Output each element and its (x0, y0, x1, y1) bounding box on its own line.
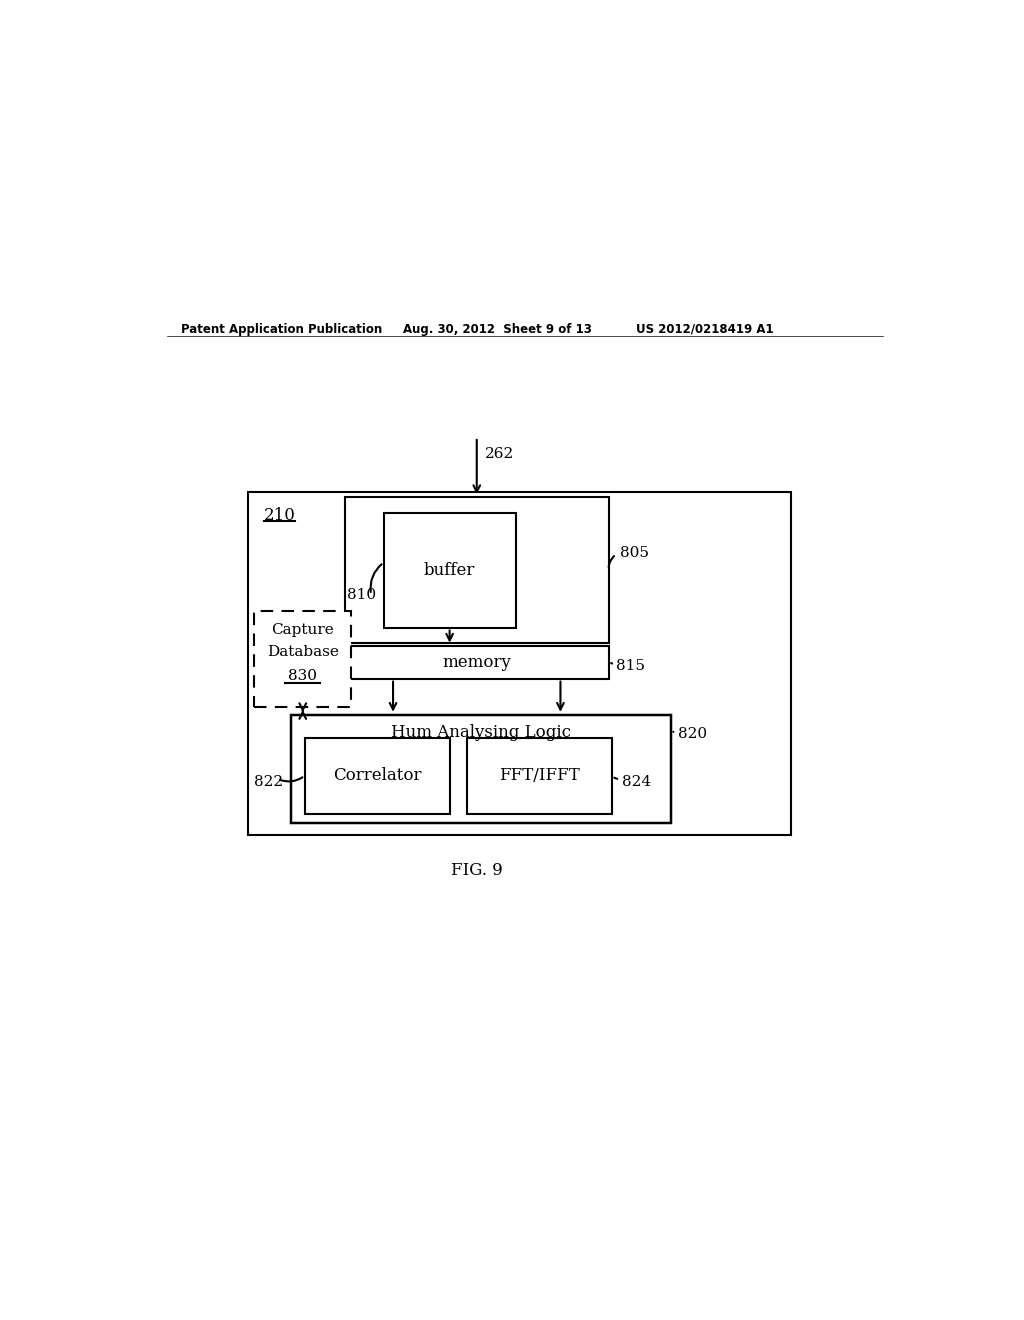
Text: memory: memory (442, 653, 511, 671)
Text: 830: 830 (289, 669, 317, 684)
Text: 820: 820 (678, 727, 708, 741)
Text: Correlator: Correlator (333, 767, 422, 784)
Text: FFT/IFFT: FFT/IFFT (500, 767, 581, 784)
Text: 805: 805 (621, 546, 649, 561)
Bar (384, 513, 515, 627)
Text: buffer: buffer (424, 562, 475, 579)
Text: Capture: Capture (271, 623, 334, 638)
Text: 822: 822 (254, 775, 283, 789)
Text: Hum Analysing Logic: Hum Analysing Logic (390, 725, 570, 742)
Text: Aug. 30, 2012  Sheet 9 of 13: Aug. 30, 2012 Sheet 9 of 13 (403, 322, 592, 335)
Bar (467, 738, 612, 814)
Text: 824: 824 (623, 775, 651, 789)
Bar (305, 738, 450, 814)
Text: 262: 262 (484, 447, 514, 461)
Bar (254, 611, 351, 708)
Bar (291, 714, 671, 822)
Text: 810: 810 (347, 589, 377, 602)
Text: 210: 210 (263, 507, 296, 524)
Text: FIG. 9: FIG. 9 (451, 862, 503, 879)
Bar (345, 645, 608, 678)
Bar (248, 492, 791, 836)
Text: Patent Application Publication: Patent Application Publication (180, 322, 382, 335)
Text: Database: Database (267, 645, 339, 660)
Text: US 2012/0218419 A1: US 2012/0218419 A1 (636, 322, 773, 335)
Text: 815: 815 (616, 660, 645, 673)
Bar (345, 498, 608, 643)
